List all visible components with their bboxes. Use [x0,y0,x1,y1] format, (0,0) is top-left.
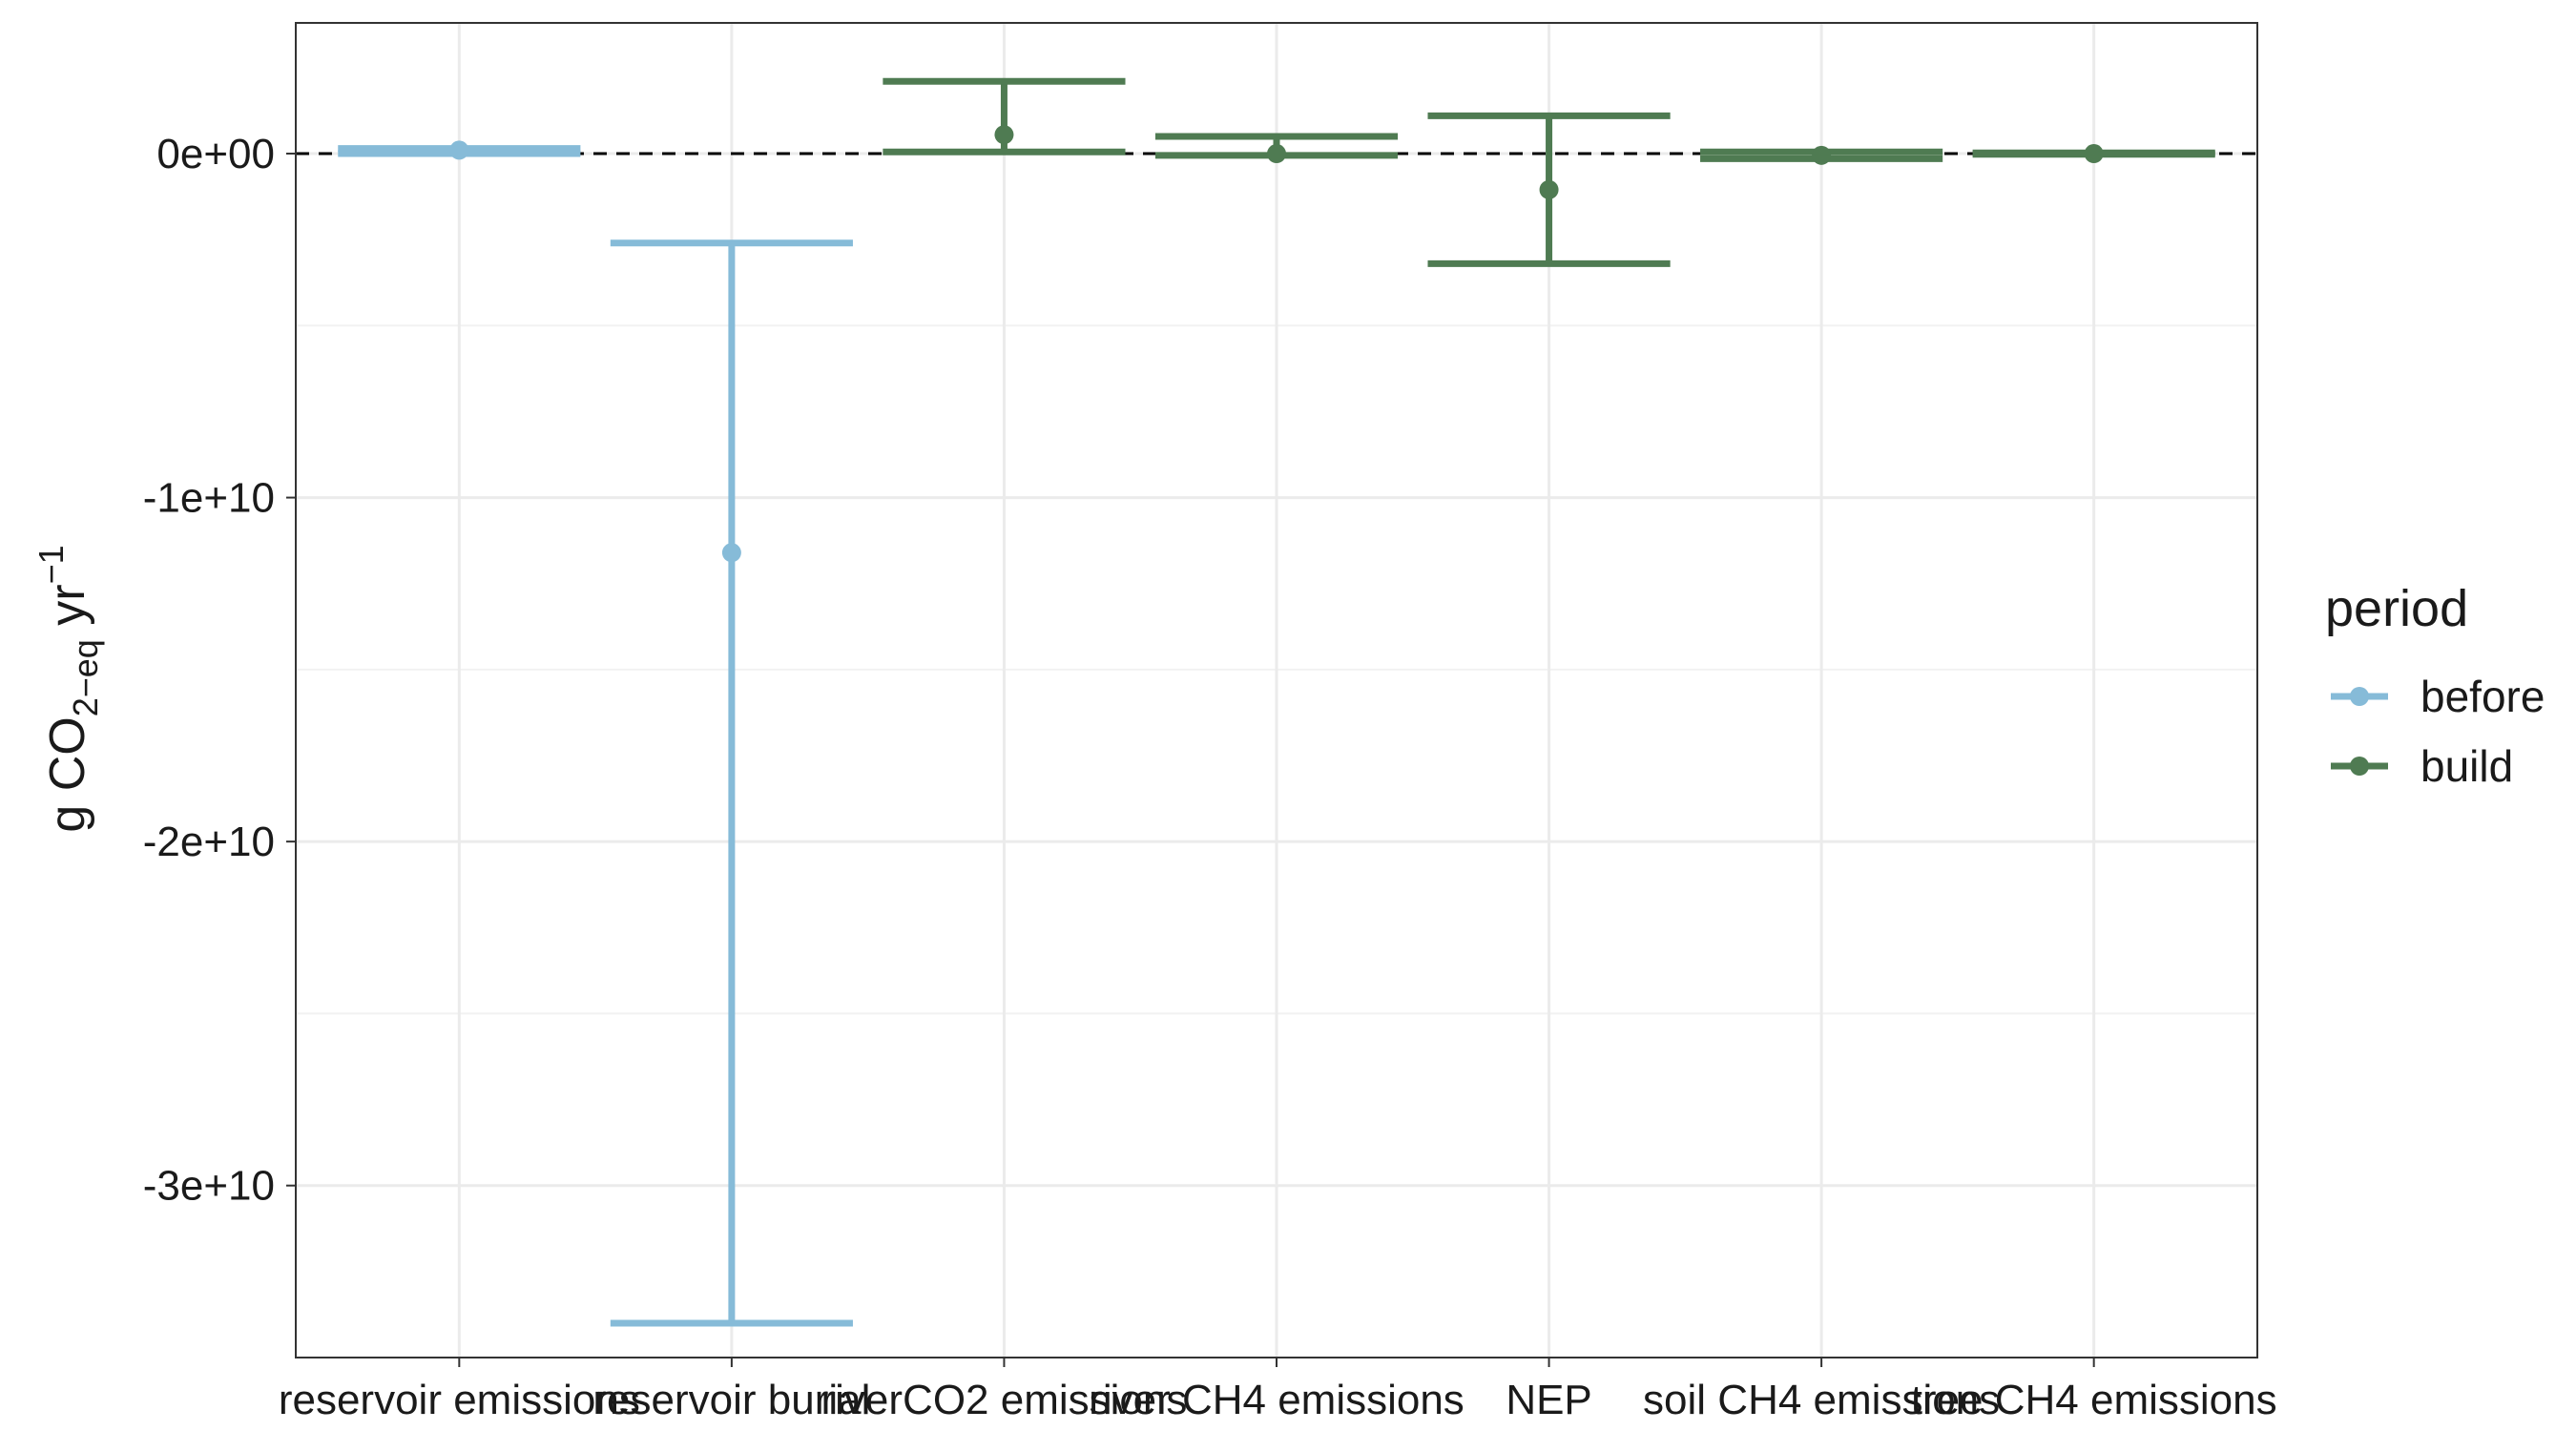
x-tick-label: river CH4 emissions [1089,1377,1465,1423]
legend-label: build [2420,741,2513,791]
y-tick-label: -1e+10 [143,475,275,522]
legend-key-point [2350,687,2369,706]
y-axis-title-superscript: −1 [31,545,71,584]
legend-item-before: before [2331,672,2545,721]
errorbar-soil-ch4-emissions [1700,145,1943,165]
y-tick-label: 0e+00 [156,131,275,177]
data-marks [338,77,2215,1327]
errorbar-nep [1427,112,1671,267]
data-point [1267,144,1286,164]
y-axis-title-prefix: g CO [40,716,95,832]
legend-item-build: build [2331,741,2513,791]
y-axis-title-subscript: 2−eq [66,639,105,716]
legend: period before build [2325,580,2545,791]
x-tick-label: riverCO2 emissions [821,1377,1188,1423]
legend-title: period [2325,580,2468,637]
y-tick-label: -3e+10 [143,1163,275,1210]
legend-key-point [2350,757,2369,776]
x-tick-label: reservoir burial [592,1377,870,1423]
legend-items: before build [2331,672,2545,791]
y-axis: 0e+00 -1e+10 -2e+10 -3e+10 [143,131,296,1210]
errorbar-river-ch4-emissions [1154,133,1399,164]
data-point [721,543,741,563]
data-point [1812,145,1832,165]
data-point [449,140,469,160]
data-point [1539,179,1559,199]
x-tick-label: reservoir emissions [279,1377,640,1423]
y-axis-title: g CO2−eq yr−1 [31,545,105,832]
data-point [994,125,1014,145]
data-point [2084,144,2104,164]
errorbar-riverco2-emissions [883,77,1126,156]
x-tick-label: soil CH4 emissions [1643,1377,2000,1423]
errorbar-reservoir-burial [610,239,853,1327]
x-tick-label: NEP [1506,1377,1591,1423]
x-tick-label: tree CH4 emissions [1911,1377,2277,1423]
y-axis-title-mid: yr [40,584,95,639]
legend-label: before [2420,672,2545,721]
errorbar-tree-ch4-emissions [1972,144,2215,164]
errorbar-reservoir-emissions [338,140,581,160]
y-tick-label: -2e+10 [143,819,275,865]
